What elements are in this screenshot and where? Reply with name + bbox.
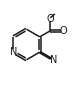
Text: N: N bbox=[10, 47, 17, 57]
Text: N: N bbox=[50, 55, 57, 65]
Text: O: O bbox=[59, 26, 67, 36]
Text: O: O bbox=[47, 14, 54, 24]
